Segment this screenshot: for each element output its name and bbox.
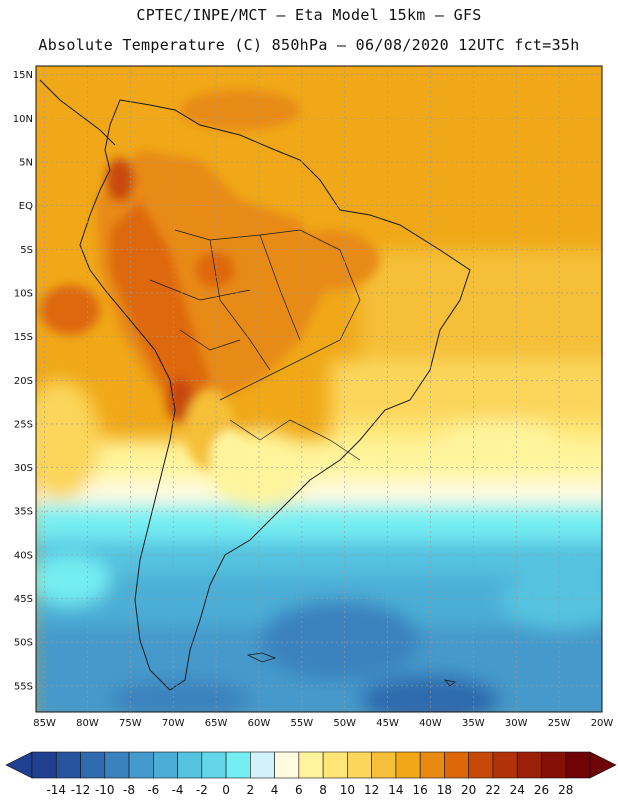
colorbar-swatch (298, 751, 324, 779)
lon-tick-label: 75W (119, 718, 142, 729)
colorbar-max-arrow (589, 751, 617, 779)
chart-title: CPTEC/INPE/MCT – Eta Model 15km – GFS (136, 6, 482, 24)
lon-tick-label: 25W (548, 718, 571, 729)
colorbar-label: 0 (222, 783, 230, 797)
colorbar-swatch (104, 751, 130, 779)
colorbar-label: 4 (271, 783, 279, 797)
colorbar-label: 18 (437, 783, 452, 797)
colorbar-swatch (419, 751, 445, 779)
colorbar-swatch (371, 751, 397, 779)
colorbar-label: -10 (95, 783, 115, 797)
colorbar-label: -2 (196, 783, 208, 797)
colorbar-label: 26 (534, 783, 549, 797)
colorbar-label: 20 (461, 783, 476, 797)
colorbar-swatch (153, 751, 178, 779)
colorbar-swatch (31, 751, 57, 779)
colorbar-swatch (347, 751, 372, 779)
colorbar-swatch (565, 751, 591, 779)
colorbar-swatch (541, 751, 567, 779)
lat-tick-label: 20S (14, 376, 33, 387)
lat-tick-label: 45S (14, 594, 33, 605)
colorbar-swatch (201, 751, 227, 779)
colorbar-swatch (55, 751, 81, 779)
lon-tick-label: 60W (248, 718, 271, 729)
lat-tick-label: 30S (14, 463, 33, 474)
lon-axis: 85W 80W 75W 70W 65W 60W 55W 50W 45W 40W 35W 30W 25W 2… (33, 718, 613, 729)
colorbar-label: 14 (388, 783, 403, 797)
lat-tick-label: 35S (14, 507, 33, 518)
colorbar-swatch (225, 751, 251, 779)
lat-tick-label: 10S (14, 288, 33, 299)
lat-tick-label: 5S (20, 245, 33, 256)
lon-tick-label: 30W (505, 718, 528, 729)
colorbar-swatch (395, 751, 421, 779)
lat-tick-label: 10N (13, 114, 33, 125)
lon-tick-label: 80W (76, 718, 99, 729)
lon-tick-label: 50W (333, 718, 356, 729)
colorbar-label: 6 (295, 783, 303, 797)
colorbar-swatch (128, 751, 154, 779)
colorbar-min-arrow (5, 751, 33, 779)
colorbar-swatch (516, 751, 542, 779)
colorbar-label: 16 (413, 783, 428, 797)
lon-tick-label: 35W (462, 718, 485, 729)
lat-tick-label: 15S (14, 332, 33, 343)
colorbar-swatch (80, 751, 106, 779)
colorbar-label: 28 (558, 783, 573, 797)
colorbar-label: -14 (46, 783, 66, 797)
lat-tick-label: 50S (14, 638, 33, 649)
colorbar-label: 24 (510, 783, 525, 797)
lon-tick-label: 20W (591, 718, 614, 729)
lon-tick-label: 65W (205, 718, 228, 729)
colorbar-label: 12 (364, 783, 379, 797)
colorbar-label: -12 (71, 783, 91, 797)
colorbar-label: 10 (340, 783, 355, 797)
lat-tick-label: 25S (14, 419, 33, 430)
colorbar-label: 22 (485, 783, 500, 797)
colorbar-label: 8 (319, 783, 327, 797)
temperature-field (36, 66, 602, 712)
colorbar: -14 -12 -10 -8 -6 -4 -2 0 2 4 6 8 10 12 14 16 18 20 22 24 26… (5, 751, 617, 797)
colorbar-swatch (468, 751, 494, 779)
colorbar-label: -6 (147, 783, 159, 797)
colorbar-label: 2 (247, 783, 255, 797)
lat-axis: 15N 10N 5N EQ 5S 10S 15S 20S 25S 30S 35S 40S 45S 50S 5… (13, 70, 33, 692)
lon-tick-label: 85W (33, 718, 56, 729)
map-frame (35, 65, 603, 713)
colorbar-swatch (322, 751, 348, 779)
lat-tick-label: 15N (13, 70, 33, 81)
lat-tick-label: 40S (14, 550, 33, 561)
colorbar-swatch (250, 751, 275, 779)
colorbar-swatch (444, 751, 469, 779)
lat-tick-label: 5N (19, 158, 33, 169)
chart-subtitle: Absolute Temperature (C) 850hPa – 06/08/… (38, 36, 580, 54)
lat-tick-label: EQ (19, 201, 33, 212)
lon-tick-label: 55W (291, 718, 314, 729)
lat-tick-label: 55S (14, 681, 33, 692)
colorbar-label: -4 (172, 783, 184, 797)
colorbar-swatch (177, 751, 203, 779)
lon-tick-label: 45W (376, 718, 399, 729)
colorbar-swatch (274, 751, 300, 779)
colorbar-swatch (492, 751, 518, 779)
colorbar-label: -8 (123, 783, 135, 797)
lon-tick-label: 40W (419, 718, 442, 729)
lon-tick-label: 70W (162, 718, 185, 729)
continent-outline (79, 99, 471, 691)
